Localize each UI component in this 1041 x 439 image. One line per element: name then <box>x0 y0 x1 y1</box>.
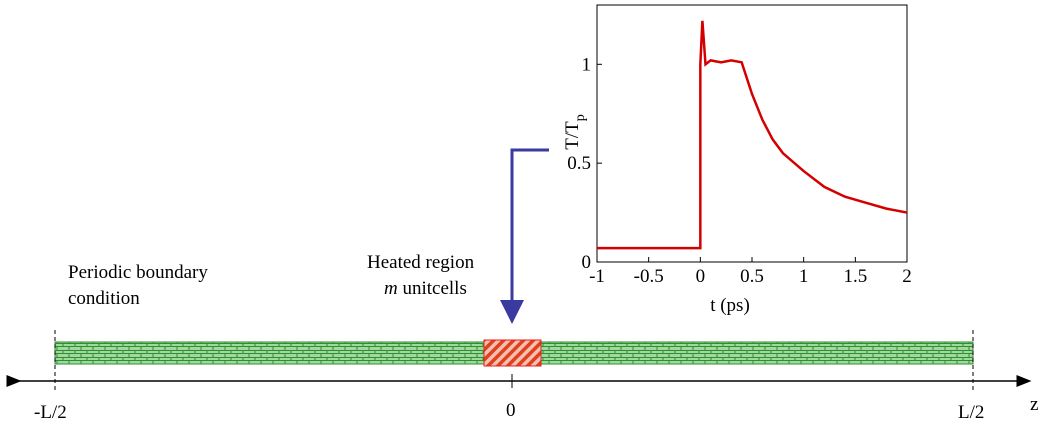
axis-label: -L/2 <box>34 402 67 423</box>
y-axis-title: p <box>573 114 588 121</box>
y-axis-title: T/Tp <box>562 114 588 150</box>
axis-label: L/2 <box>958 402 984 423</box>
label: condition <box>68 288 140 309</box>
heated-region <box>483 339 542 367</box>
axis-label: z <box>1030 394 1038 415</box>
label: m unitcells <box>384 278 467 299</box>
x-tick-label: 0 <box>696 266 706 287</box>
label: m <box>384 278 398 299</box>
x-tick-label: -1 <box>589 266 605 287</box>
x-tick-label: 2 <box>902 266 912 287</box>
y-tick-label: 0 <box>582 252 592 273</box>
x-tick-label: 0.5 <box>740 266 764 287</box>
label: unitcells <box>398 278 467 299</box>
label: Heated region <box>367 252 475 273</box>
data-line <box>597 20 908 250</box>
x-tick-label: -0.5 <box>634 266 664 287</box>
label: Periodic boundary <box>68 262 208 283</box>
axis-label: 0 <box>506 400 516 421</box>
x-tick-label: 1 <box>799 266 809 287</box>
x-tick-label: 1.5 <box>843 266 867 287</box>
plot-frame <box>596 4 908 263</box>
x-axis-title: t (ps) <box>710 295 750 316</box>
pointer-arrow <box>500 148 549 324</box>
y-tick-label: 0.5 <box>567 153 591 174</box>
y-tick-label: 1 <box>582 54 592 75</box>
y-axis-title: T/T <box>562 121 583 150</box>
